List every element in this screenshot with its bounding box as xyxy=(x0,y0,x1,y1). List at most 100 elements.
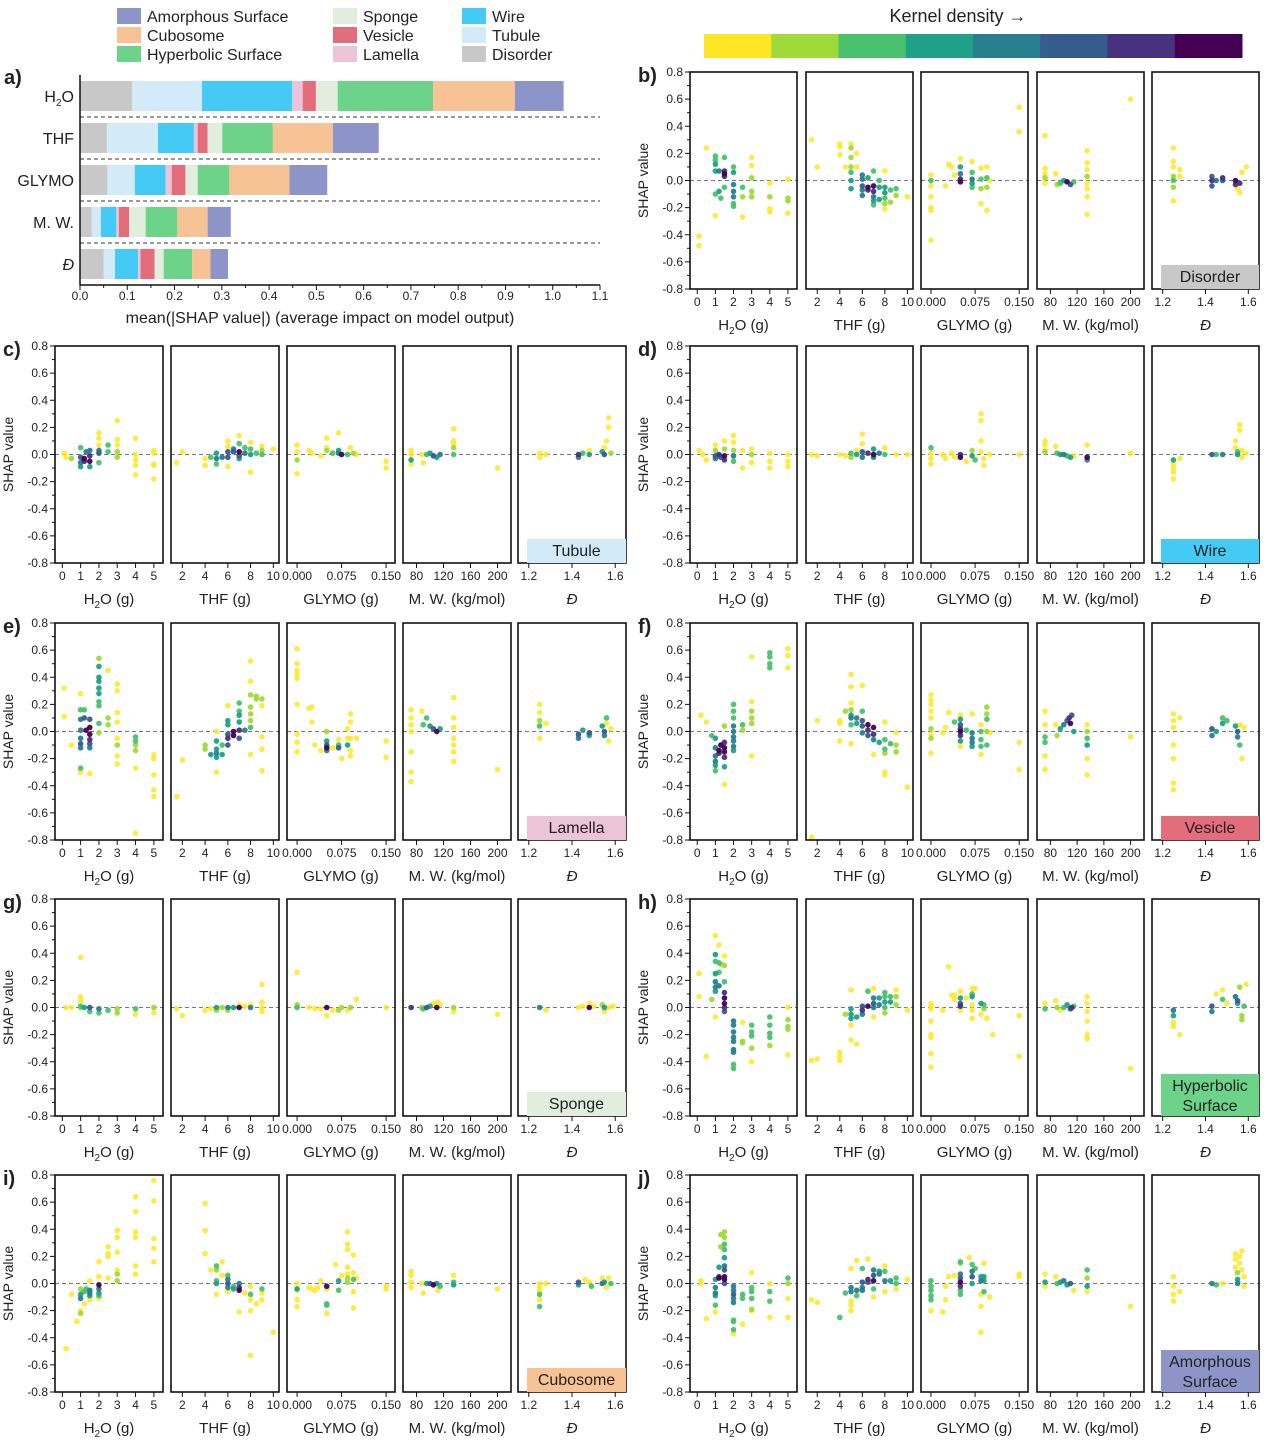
data-point xyxy=(984,716,990,723)
x-axis-title: M. W. (kg/mol) xyxy=(1042,317,1139,334)
data-point xyxy=(928,731,934,738)
data-point xyxy=(730,169,737,176)
x-tick-label: 160 xyxy=(1094,1398,1114,1412)
y-tick-label: -0.6 xyxy=(662,1358,683,1372)
label-part: Đ xyxy=(567,1144,578,1161)
data-point xyxy=(870,198,877,204)
data-point xyxy=(865,988,871,995)
data-point xyxy=(450,1008,457,1015)
x-tick-label: 120 xyxy=(433,846,453,860)
y-tick-label: -0.2 xyxy=(27,752,48,766)
subscript: 2 xyxy=(729,326,735,337)
data-point xyxy=(1209,1280,1215,1287)
data-point xyxy=(213,750,220,756)
data-point xyxy=(928,708,934,714)
data-point xyxy=(96,690,102,697)
data-point xyxy=(242,450,248,456)
data-point xyxy=(132,457,139,463)
data-point xyxy=(347,747,354,754)
data-point xyxy=(419,451,425,458)
subplot-frame xyxy=(689,1174,798,1393)
data-point xyxy=(344,1275,351,1281)
x-axis-title: GLYMO (g) xyxy=(937,317,1013,334)
data-point xyxy=(859,682,866,689)
data-point xyxy=(86,458,93,465)
x-tick-label: 0.075 xyxy=(960,1122,990,1136)
y-tick-label: -0.6 xyxy=(662,806,683,820)
data-point xyxy=(312,1006,318,1012)
data-point xyxy=(882,999,888,1005)
data-point xyxy=(1084,742,1090,748)
data-point xyxy=(1170,177,1177,184)
data-point xyxy=(1042,170,1048,177)
data-point xyxy=(928,1287,934,1294)
data-point xyxy=(870,451,877,458)
y-tick-label: -0.4 xyxy=(662,779,683,793)
label-part: GLYMO (g) xyxy=(303,1420,379,1437)
data-point xyxy=(151,772,157,778)
data-point xyxy=(408,1284,414,1291)
label-part: O xyxy=(62,89,74,106)
x-tick-label: 3 xyxy=(748,1398,755,1412)
data-point xyxy=(928,692,934,698)
data-point xyxy=(1057,725,1064,732)
y-tick-label: -0.6 xyxy=(27,529,48,543)
data-point xyxy=(721,1267,728,1273)
data-point xyxy=(77,690,84,697)
data-point xyxy=(179,1012,186,1019)
x-tick-label: 1.6 xyxy=(607,846,624,860)
data-point xyxy=(1052,721,1059,728)
y-axis-title: SHAP value xyxy=(635,1246,651,1321)
data-point xyxy=(748,1306,755,1313)
data-point xyxy=(712,212,719,219)
data-point xyxy=(696,970,702,977)
data-point xyxy=(306,1004,312,1011)
data-point xyxy=(1209,173,1215,180)
data-point xyxy=(114,709,121,716)
data-point xyxy=(870,1272,877,1279)
data-point xyxy=(1170,465,1177,471)
x-axis-title: H2O (g) xyxy=(84,868,135,888)
data-point xyxy=(408,749,414,755)
x-tick-label: 4 xyxy=(836,1398,843,1412)
data-point xyxy=(721,962,728,969)
data-point xyxy=(984,207,990,214)
data-point xyxy=(748,446,755,452)
data-point xyxy=(419,708,425,714)
bar-segment-lamella xyxy=(116,207,119,237)
category-badge-label: Amorphous xyxy=(1169,1354,1251,1371)
data-point xyxy=(814,1056,821,1062)
data-point xyxy=(608,725,614,732)
data-point xyxy=(575,735,582,742)
data-point xyxy=(848,721,854,728)
data-point xyxy=(1084,728,1090,735)
x-tick-label: 0.1 xyxy=(119,289,136,303)
x-tick-label: 4 xyxy=(132,569,139,583)
legend-label: Disorder xyxy=(492,47,553,64)
legend-label: Sponge xyxy=(363,9,418,26)
data-point xyxy=(605,738,612,744)
data-point xyxy=(928,450,934,456)
x-tick-label: 1 xyxy=(712,846,719,860)
x-tick-label: 0.5 xyxy=(308,289,325,303)
x-axis-title: M. W. (kg/mol) xyxy=(409,591,506,608)
data-point xyxy=(81,455,88,462)
panel-label: j) xyxy=(637,1168,650,1190)
legend-item: Hyperbolic Surface xyxy=(117,46,282,64)
y-tick-label: -0.6 xyxy=(27,806,48,820)
data-point xyxy=(893,730,899,736)
data-point xyxy=(969,711,975,717)
y-tick-label: -0.2 xyxy=(27,475,48,489)
data-point xyxy=(957,156,964,162)
x-tick-label: 160 xyxy=(460,1398,480,1412)
x-tick-label: 1.2 xyxy=(520,1398,537,1412)
data-point xyxy=(1016,1053,1022,1060)
x-axis-title: GLYMO (g) xyxy=(937,591,1013,608)
data-point xyxy=(247,724,254,731)
data-point xyxy=(957,1007,964,1014)
data-point xyxy=(114,448,121,455)
data-point xyxy=(893,1275,899,1281)
y-axis-title: SHAP value xyxy=(0,970,16,1045)
subscript: 2 xyxy=(95,877,101,888)
